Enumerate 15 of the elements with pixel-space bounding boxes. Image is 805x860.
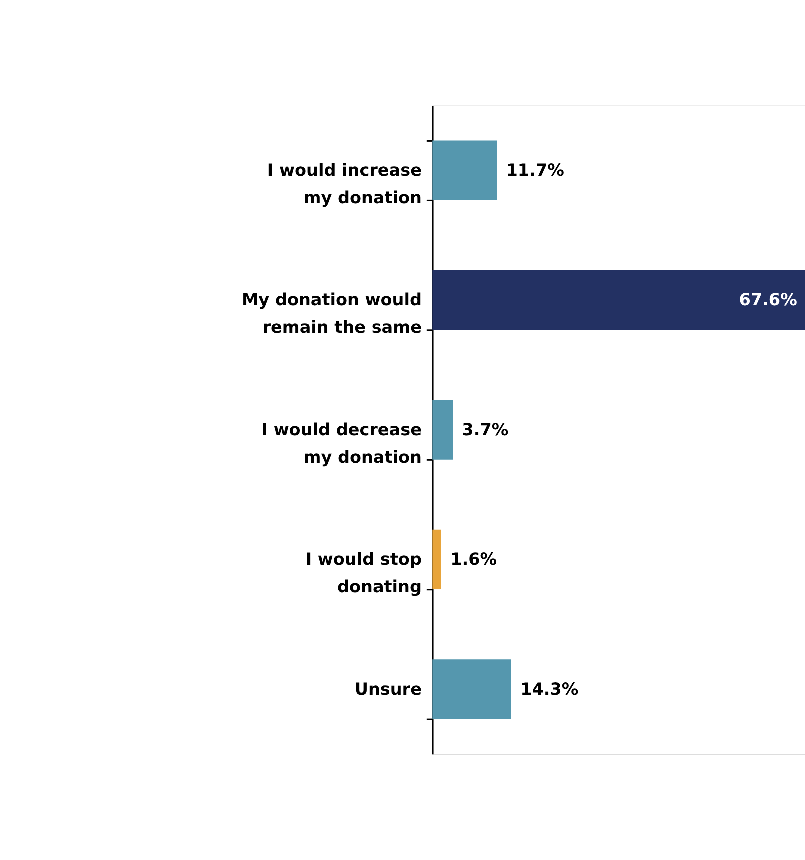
- y-tick-label: I would increase my donation: [267, 160, 422, 208]
- bar: [432, 400, 454, 460]
- y-tick-label: I would stop donating: [306, 549, 422, 597]
- y-tick-label: Unsure: [354, 678, 422, 699]
- data-label: 3.7%: [462, 419, 509, 440]
- bar: [432, 660, 512, 720]
- data-label: 67.6%: [739, 290, 798, 310]
- data-label: 11.7%: [506, 160, 565, 180]
- y-tick-label: I would decrease my donation: [262, 419, 422, 467]
- bar: [432, 270, 805, 330]
- data-label: 14.3%: [520, 678, 579, 699]
- data-label: 1.6%: [450, 549, 498, 570]
- bar: [432, 530, 442, 590]
- y-tick-label: My donation would remain the same: [242, 290, 422, 338]
- bar: [432, 140, 498, 200]
